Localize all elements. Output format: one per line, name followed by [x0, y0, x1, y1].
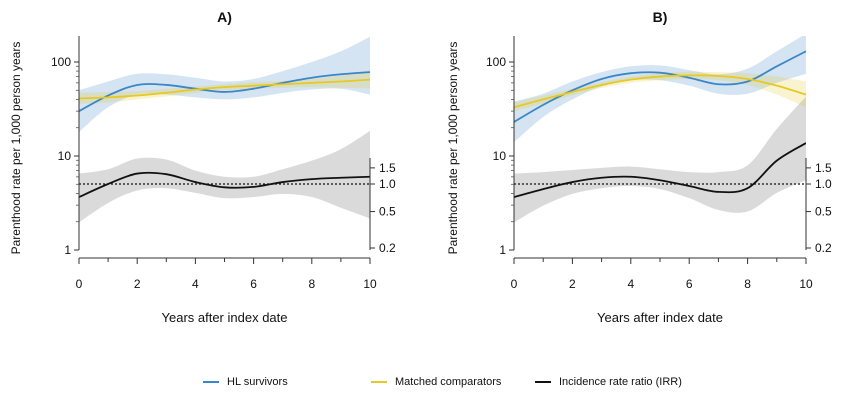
series-line-hl-survivors: [79, 71, 370, 112]
panel-title: B): [653, 9, 668, 25]
legend-item-matched-comparators: Matched comparators: [371, 376, 501, 388]
y-tick-label: 10: [58, 149, 72, 163]
x-tick-label: 2: [569, 277, 576, 291]
series-line-incidence-rate-ratio-irr-: [79, 171, 370, 198]
y2-tick-label: 1.5: [379, 161, 396, 175]
x-tick-label: 0: [511, 277, 518, 291]
y-tick-label: 1: [64, 243, 71, 257]
legend-label: Incidence rate ratio (IRR): [559, 376, 682, 388]
y2-tick-label: 1.5: [815, 161, 832, 175]
y2-tick-label: 0.2: [815, 241, 832, 255]
x-tick-label: 6: [686, 277, 693, 291]
y-axis-label: Parenthood rate per 1,000 person years: [446, 42, 460, 255]
x-tick-label: 10: [363, 277, 377, 291]
ci-band-incidence-rate-ratio-irr-: [79, 130, 370, 223]
ci-band-hl-survivors: [514, 36, 806, 143]
panel-title: A): [217, 9, 232, 25]
legend: HL survivors Matched comparators Inciden…: [0, 376, 848, 394]
x-tick-label: 4: [627, 277, 634, 291]
y-axis-label: Parenthood rate per 1,000 person years: [9, 42, 23, 255]
y-tick-label: 100: [486, 55, 506, 69]
x-tick-label: 2: [134, 277, 141, 291]
legend-swatch: [203, 381, 219, 383]
legend-label: Matched comparators: [395, 376, 502, 388]
legend-label: HL survivors: [227, 376, 288, 388]
x-tick-label: 4: [192, 277, 199, 291]
series-line-matched-comparators: [514, 74, 806, 109]
legend-swatch: [371, 381, 387, 383]
x-tick-label: 6: [250, 277, 257, 291]
series-line-incidence-rate-ratio-irr-: [514, 142, 806, 198]
series-line-matched-comparators: [79, 78, 370, 100]
ci-band-matched-comparators: [514, 71, 806, 112]
y-tick-label: 1: [499, 243, 506, 257]
legend-item-hl-survivors: HL survivors: [203, 376, 288, 388]
x-tick-label: 8: [308, 277, 315, 291]
x-tick-label: 8: [744, 277, 751, 291]
x-axis-label: Years after index date: [162, 310, 288, 325]
legend-swatch: [535, 381, 551, 383]
x-tick-label: 10: [799, 277, 813, 291]
y-tick-label: 100: [51, 55, 71, 69]
y2-tick-label: 0.5: [379, 205, 396, 219]
y2-tick-label: 0.5: [815, 205, 832, 219]
x-axis-label: Years after index date: [597, 310, 723, 325]
plot-area: [514, 36, 806, 223]
legend-item-irr: Incidence rate ratio (IRR): [535, 376, 682, 388]
ci-band-hl-survivors: [79, 36, 370, 132]
y2-tick-label: 1.0: [379, 177, 396, 191]
y2-tick-label: 0.2: [379, 241, 396, 255]
y2-tick-label: 1.0: [815, 177, 832, 191]
y-tick-label: 10: [493, 149, 507, 163]
plot-area: [79, 36, 370, 223]
x-tick-label: 0: [76, 277, 83, 291]
ci-band-incidence-rate-ratio-irr-: [514, 96, 806, 223]
